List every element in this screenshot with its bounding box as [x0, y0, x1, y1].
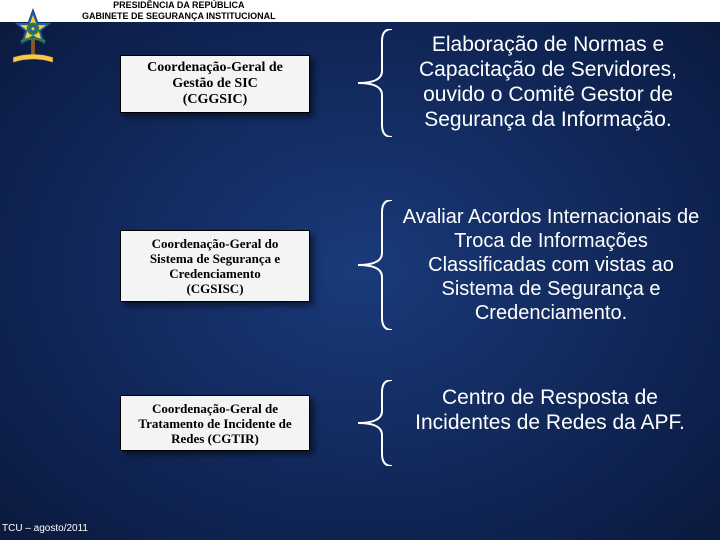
brace-icon — [358, 200, 392, 330]
footer-text: TCU – agosto/2011 — [2, 523, 88, 534]
brace-icon — [358, 380, 392, 466]
org-box-label: Coordenação-Geral doSistema de Segurança… — [150, 236, 280, 296]
org-box-label: Coordenação-Geral deTratamento de Incide… — [138, 401, 291, 446]
org-box-cgsisc: Coordenação-Geral doSistema de Segurança… — [120, 230, 310, 302]
national-emblem-icon — [2, 4, 64, 66]
header-text: PRESIDÊNCIA DA REPÚBLICA GABINETE DE SEG… — [82, 0, 276, 22]
org-box-cggsic: Coordenação-Geral deGestão de SIC(CGGSIC… — [120, 55, 310, 113]
description-cggsic: Elaboração de Normas e Capacitação de Se… — [398, 32, 698, 132]
brace-icon — [358, 29, 392, 137]
org-box-label: Coordenação-Geral deGestão de SIC(CGGSIC… — [147, 60, 283, 108]
header-line1: PRESIDÊNCIA DA REPÚBLICA — [113, 0, 244, 10]
description-cgtir: Centro de Resposta de Incidentes de Rede… — [405, 385, 695, 435]
org-box-cgtir: Coordenação-Geral deTratamento de Incide… — [120, 395, 310, 451]
description-cgsisc: Avaliar Acordos Internacionais de Troca … — [395, 205, 707, 325]
header-line2: GABINETE DE SEGURANÇA INSTITUCIONAL — [82, 11, 276, 21]
